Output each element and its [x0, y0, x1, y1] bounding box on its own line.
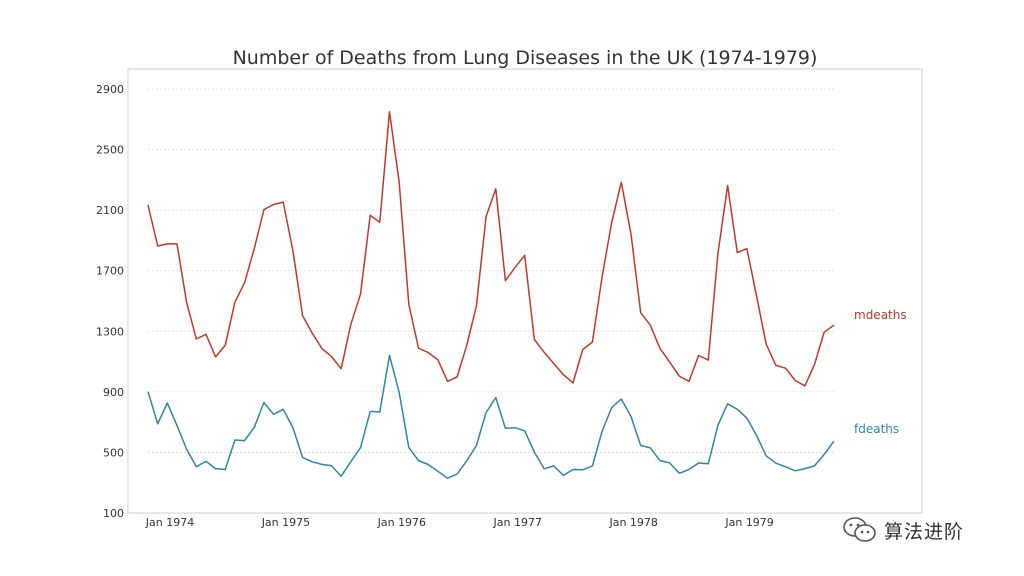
y-tick-label: 1700 [96, 265, 124, 278]
series-labels: mdeaths fdeaths [854, 308, 907, 436]
series-line-mdeaths [147, 110, 835, 387]
watermark-text: 算法进阶 [884, 520, 965, 543]
wechat-logo-icon [843, 517, 876, 542]
y-axis-ticks: 100 500 900 1300 1700 2100 2500 2900 [96, 83, 124, 520]
x-tick-label: Jan 1978 [608, 516, 657, 529]
x-tick-label: Jan 1976 [377, 516, 426, 529]
y-tick-label: 2100 [96, 204, 124, 217]
series-label-mdeaths: mdeaths [854, 308, 907, 322]
chart-title: Number of Deaths from Lung Diseases in t… [233, 47, 818, 69]
gridlines [148, 88, 836, 514]
x-axis-ticks: Jan 1974 Jan 1975 Jan 1976 Jan 1977 Jan 1978… [145, 516, 774, 529]
x-tick-label: Jan 1974 [145, 516, 194, 529]
series-line-fdeaths [147, 354, 835, 479]
series-label-fdeaths: fdeaths [854, 422, 899, 436]
y-tick-label: 2500 [96, 144, 124, 157]
y-tick-label: 1300 [96, 325, 124, 338]
plot-frame [127, 68, 923, 514]
y-tick-label: 900 [103, 386, 124, 399]
watermark: 算法进阶 [842, 516, 964, 544]
y-tick-label: 100 [103, 507, 124, 520]
y-tick-label: 2900 [96, 83, 124, 96]
series-lines [147, 110, 835, 479]
x-tick-label: Jan 1977 [493, 516, 542, 529]
y-tick-label: 500 [103, 446, 124, 459]
x-tick-label: Jan 1975 [261, 516, 310, 529]
x-tick-label: Jan 1979 [724, 516, 773, 529]
